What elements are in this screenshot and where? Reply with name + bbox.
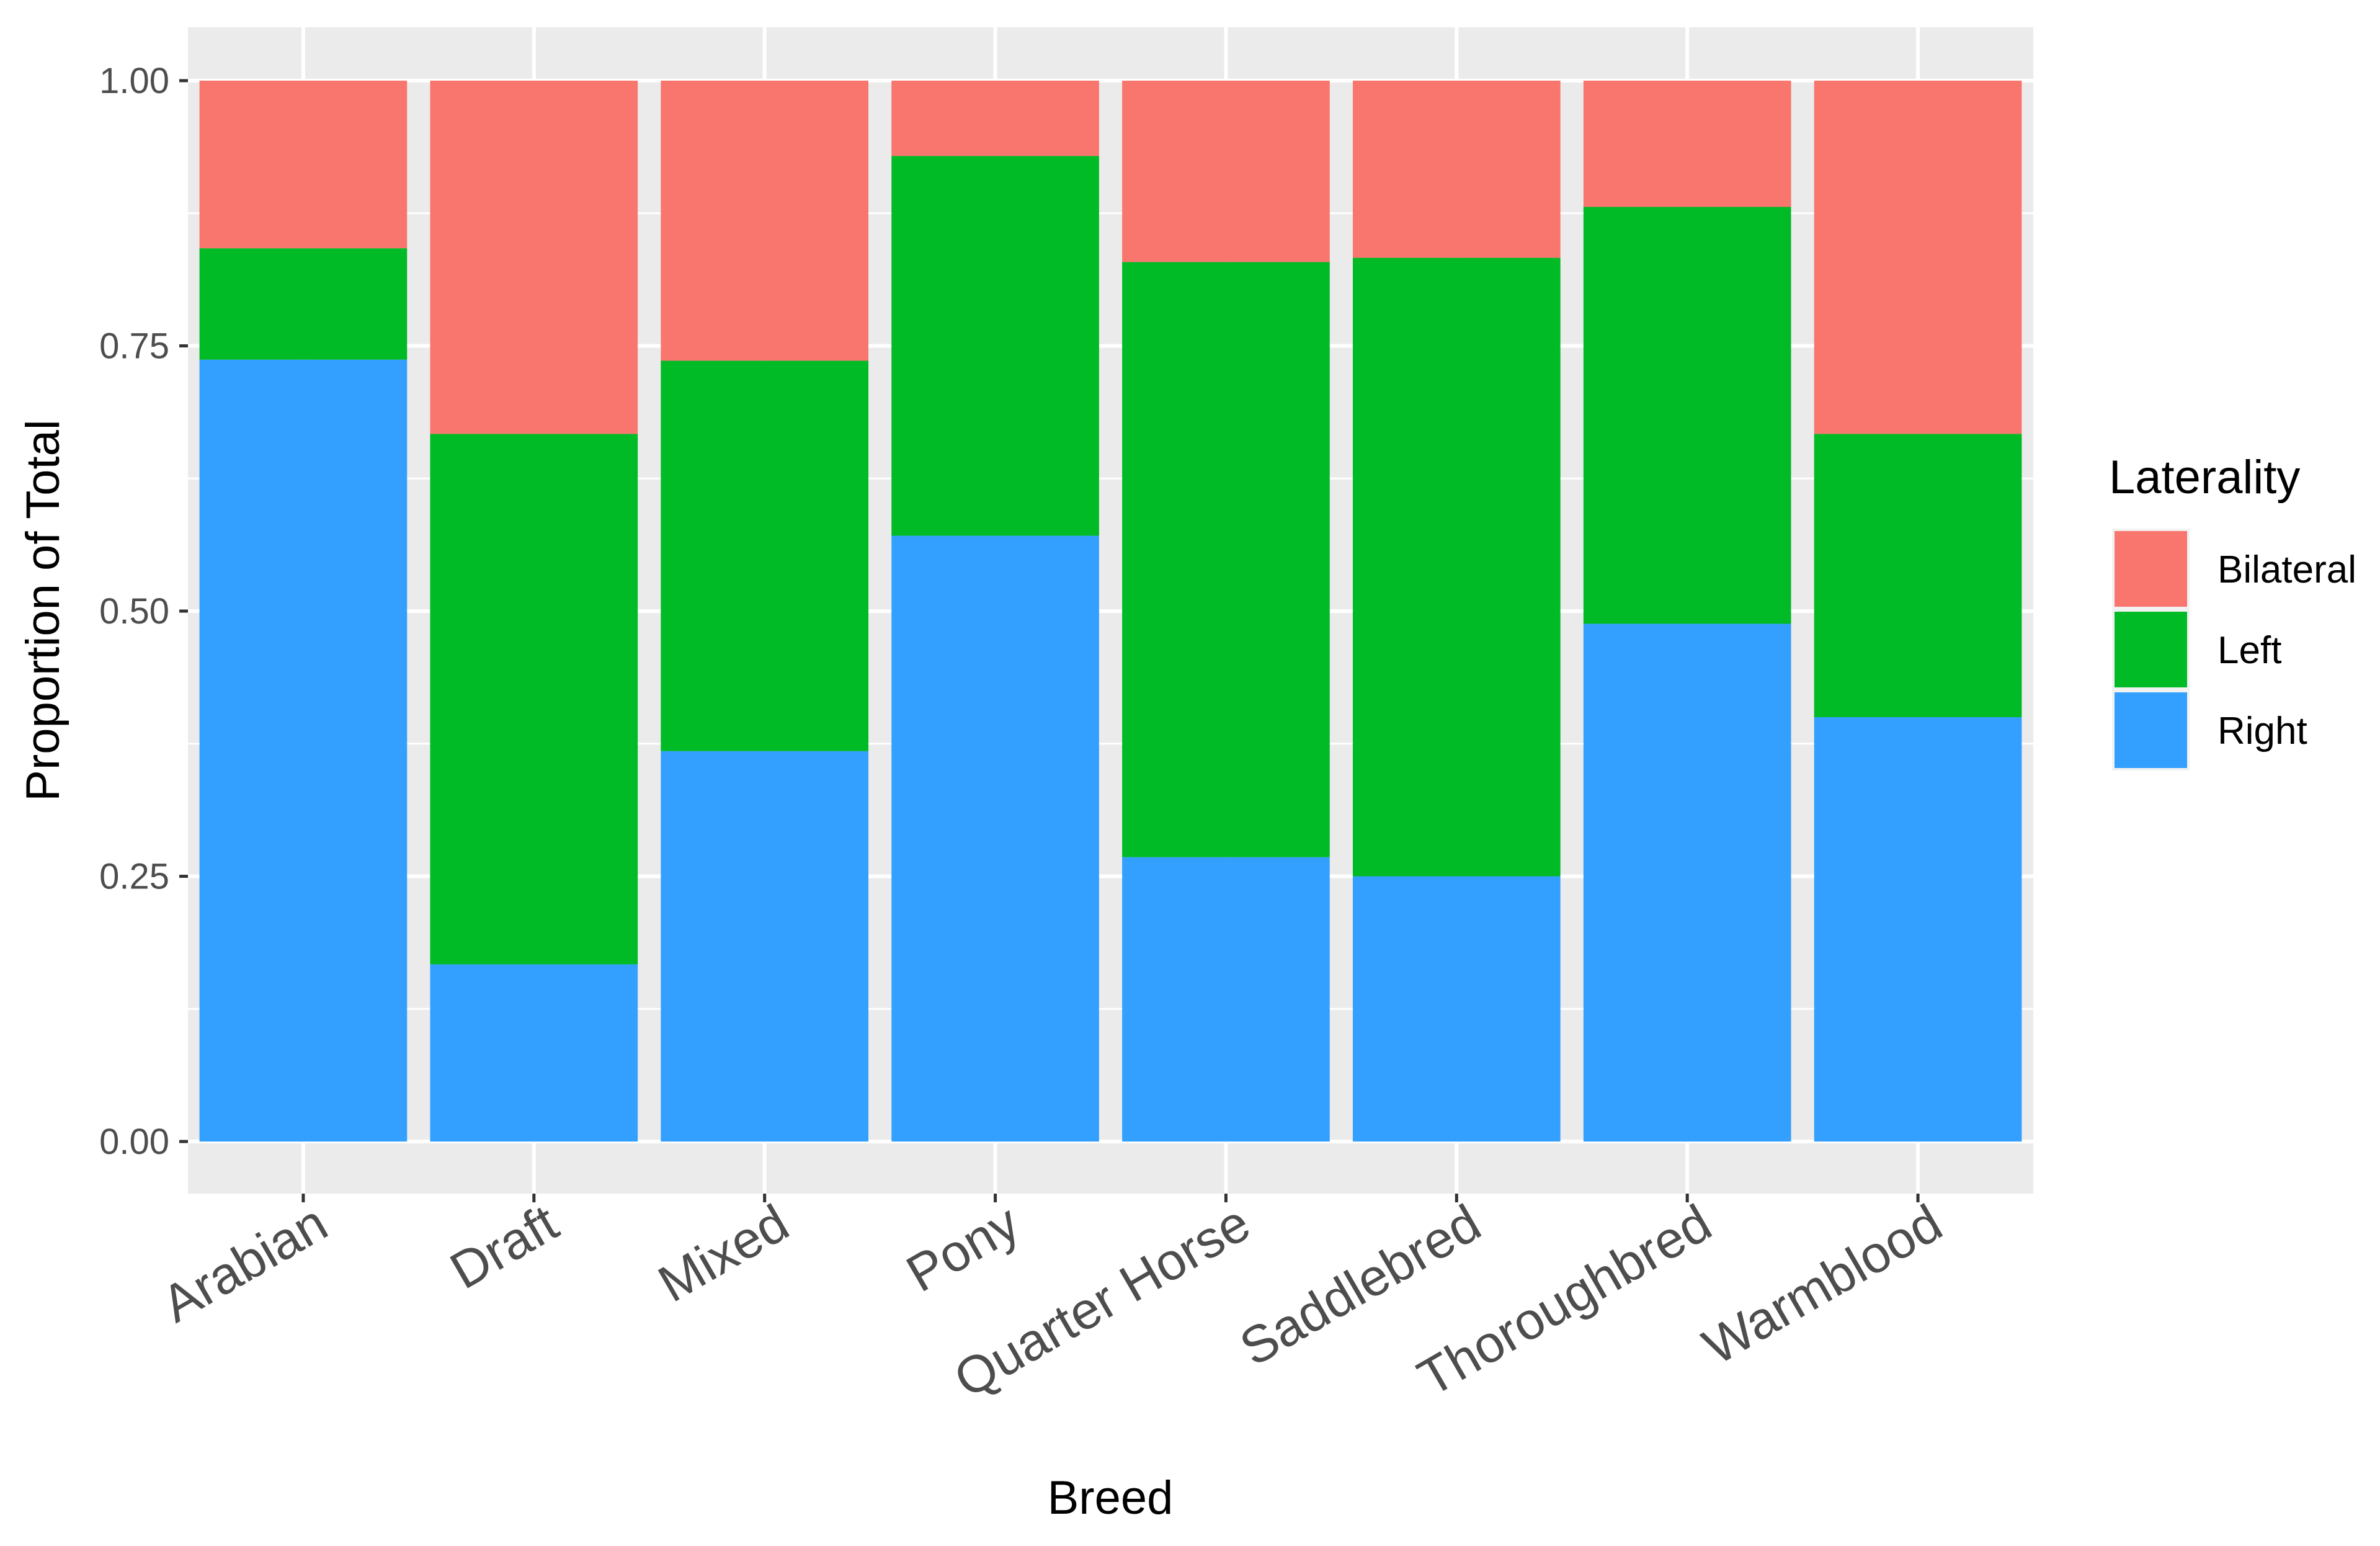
- bar-bilateral-mixed: [661, 81, 869, 361]
- bar-left-draft: [430, 434, 638, 965]
- bar-bilateral-thoroughbred: [1583, 81, 1791, 207]
- bar-left-warmblood: [1814, 434, 2022, 717]
- legend-label-left: Left: [2217, 629, 2281, 672]
- bar-bilateral-pony: [891, 81, 1099, 156]
- bar-left-pony: [891, 156, 1099, 536]
- bar-right-pony: [891, 535, 1099, 1142]
- bar-right-thoroughbred: [1583, 623, 1791, 1142]
- bar-left-quarter-horse: [1122, 262, 1330, 857]
- x-tick-label: Pony: [897, 1193, 1029, 1303]
- legend-label-right: Right: [2217, 710, 2307, 753]
- legend-swatch-bilateral: [2115, 531, 2187, 607]
- y-tick-label: 0.50: [99, 591, 169, 632]
- bar-bilateral-draft: [430, 81, 638, 434]
- bar-left-mixed: [661, 360, 869, 751]
- legend-label-bilateral: Bilateral: [2217, 548, 2356, 591]
- bar-bilateral-quarter-horse: [1122, 81, 1330, 262]
- legend-swatch-right: [2115, 692, 2187, 768]
- legend: Laterality Bilateral Left Right: [2109, 451, 2356, 771]
- legend-title: Laterality: [2109, 451, 2300, 504]
- bar-bilateral-saddlebred: [1352, 81, 1561, 258]
- bar-right-saddlebred: [1352, 876, 1561, 1142]
- x-tick-label: Mixed: [649, 1193, 798, 1313]
- bar-bilateral-warmblood: [1814, 81, 2022, 434]
- bar-right-arabian: [199, 359, 408, 1142]
- y-tick-label: 0.00: [99, 1122, 169, 1162]
- bar-left-thoroughbred: [1583, 207, 1791, 624]
- legend-swatch-left: [2115, 612, 2187, 687]
- bar-bilateral-arabian: [199, 81, 408, 249]
- y-axis-title: Proportion of Total: [17, 419, 69, 801]
- x-tick-label: Draft: [440, 1193, 568, 1300]
- x-tick-label: Warmblood: [1693, 1193, 1951, 1376]
- y-tick-label: 0.25: [99, 857, 169, 897]
- bar-left-arabian: [199, 248, 408, 360]
- bar-left-saddlebred: [1352, 257, 1561, 877]
- x-axis-title: Breed: [1048, 1472, 1174, 1524]
- bar-right-quarter-horse: [1122, 857, 1330, 1142]
- y-tick-label: 0.75: [99, 326, 169, 367]
- bar-right-warmblood: [1814, 717, 2022, 1142]
- y-tick-label: 1.00: [99, 61, 169, 101]
- bar-right-draft: [430, 964, 638, 1142]
- bar-right-mixed: [661, 751, 869, 1142]
- x-tick-label: Arabian: [152, 1193, 337, 1333]
